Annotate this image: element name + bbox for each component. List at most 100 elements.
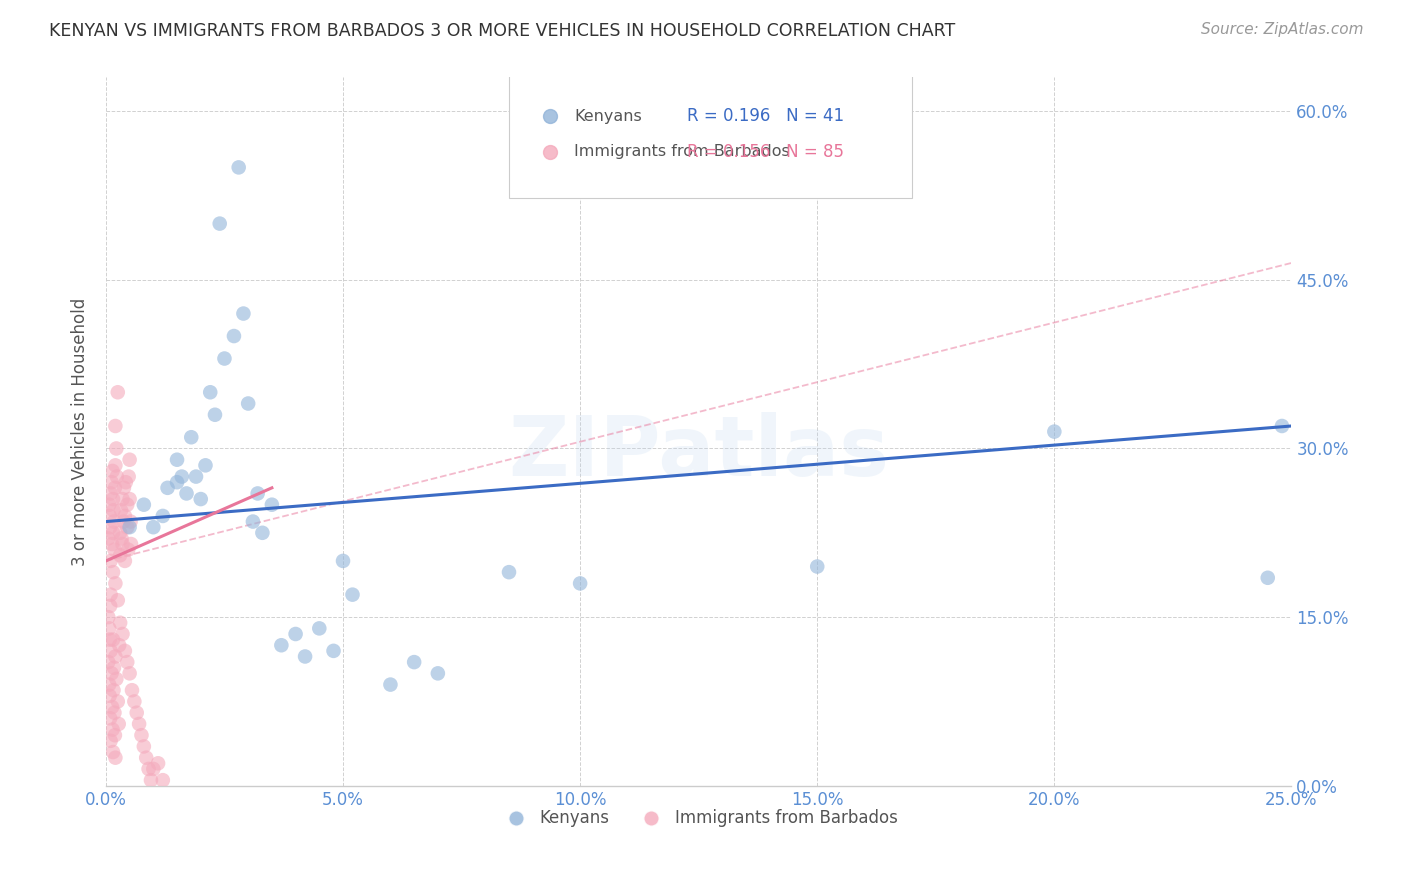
Point (114, 554, 136, 568)
Point (200, 385, 222, 400)
Point (97, 532, 120, 546)
Point (107, 385, 129, 400)
Point (569, 576, 592, 591)
Point (246, 486, 269, 500)
Point (142, 762, 165, 776)
Point (108, 638, 131, 652)
Point (114, 644, 136, 658)
Point (118, 469, 141, 483)
Point (101, 745, 124, 759)
Point (131, 728, 153, 742)
Point (110, 503, 132, 517)
Point (98, 508, 121, 523)
Point (380, 677, 402, 691)
Text: Immigrants from Barbados: Immigrants from Barbados (574, 145, 790, 160)
Point (103, 515, 125, 529)
Point (112, 481, 135, 495)
Point (105, 672, 128, 686)
Point (232, 307, 254, 321)
Point (98, 621, 121, 635)
Point (118, 492, 141, 507)
Point (117, 498, 139, 512)
Point (118, 520, 141, 534)
Text: ZIPatlas: ZIPatlas (508, 412, 889, 493)
Point (104, 419, 127, 434)
Point (252, 525, 274, 540)
Point (120, 537, 142, 551)
Point (125, 706, 148, 720)
Point (332, 554, 354, 568)
Point (108, 615, 131, 630)
Point (152, 773, 174, 788)
Point (322, 644, 344, 658)
Point (128, 717, 150, 731)
Point (1257, 571, 1279, 585)
Point (98, 632, 121, 647)
Point (101, 464, 124, 478)
Point (101, 492, 124, 507)
Point (238, 396, 260, 410)
Point (101, 700, 124, 714)
Point (111, 627, 134, 641)
Point (98, 498, 121, 512)
Point (110, 532, 132, 546)
Point (190, 492, 212, 507)
Point (111, 492, 134, 507)
Point (120, 515, 142, 529)
Y-axis label: 3 or more Vehicles in Household: 3 or more Vehicles in Household (72, 298, 89, 566)
Point (142, 520, 165, 534)
Point (208, 217, 231, 231)
Point (114, 508, 136, 523)
Text: KENYAN VS IMMIGRANTS FROM BARBADOS 3 OR MORE VEHICLES IN HOUSEHOLD CORRELATION C: KENYAN VS IMMIGRANTS FROM BARBADOS 3 OR … (49, 22, 956, 40)
Point (308, 621, 330, 635)
Point (498, 565, 520, 579)
Point (132, 739, 155, 754)
Point (100, 644, 122, 658)
Point (103, 706, 125, 720)
Point (100, 475, 122, 490)
Point (146, 756, 169, 771)
Point (103, 683, 125, 698)
Point (103, 503, 125, 517)
Point (117, 542, 139, 557)
Point (97, 655, 120, 669)
Point (117, 655, 139, 669)
Point (97, 610, 120, 624)
Point (139, 773, 162, 788)
Point (166, 452, 188, 467)
Point (108, 525, 131, 540)
Point (100, 666, 122, 681)
Point (101, 525, 124, 540)
Point (98, 520, 121, 534)
Point (100, 734, 122, 748)
Point (112, 515, 135, 529)
Point (294, 649, 316, 664)
Point (104, 458, 127, 473)
Point (111, 537, 134, 551)
Point (98, 599, 121, 613)
Point (1271, 419, 1294, 434)
Point (184, 469, 207, 483)
Point (101, 723, 124, 737)
Point (100, 486, 122, 500)
Point (426, 666, 449, 681)
Point (104, 750, 127, 764)
Point (204, 408, 226, 422)
Point (101, 565, 124, 579)
Point (806, 559, 828, 574)
Point (404, 655, 426, 669)
Point (104, 649, 127, 664)
Text: R = 0.196   N = 41: R = 0.196 N = 41 (686, 107, 844, 126)
Point (124, 694, 146, 708)
Point (222, 329, 245, 343)
Point (105, 442, 128, 456)
Point (108, 549, 131, 563)
Text: R = 0.156   N = 85: R = 0.156 N = 85 (686, 143, 844, 161)
Point (152, 508, 174, 523)
Point (170, 469, 193, 483)
Text: Kenyans: Kenyans (574, 109, 643, 124)
Point (284, 627, 307, 641)
Point (114, 475, 136, 490)
Point (118, 452, 141, 467)
Point (98, 677, 121, 691)
